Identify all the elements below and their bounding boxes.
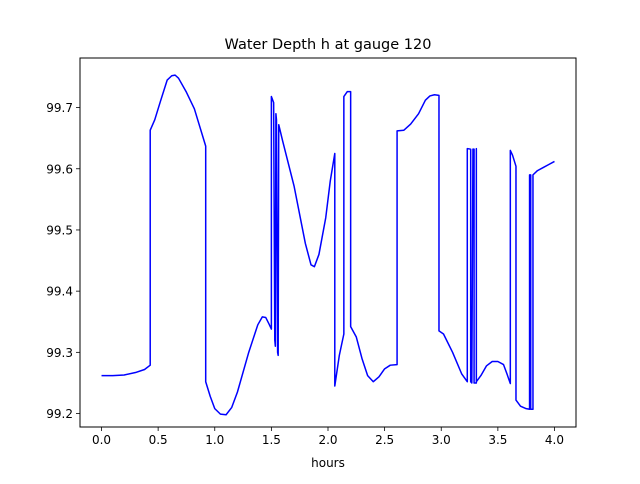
y-tick-label: 99.3 (46, 346, 73, 360)
x-tick-label: 0.0 (92, 433, 111, 447)
x-axis: 0.0 0.5 1.0 1.5 2.0 2.5 3.0 3.5 4.0 (92, 427, 564, 447)
y-tick-label: 99.6 (46, 162, 73, 176)
chart-title: Water Depth h at gauge 120 (225, 37, 432, 53)
x-tick-label: 2.0 (318, 433, 337, 447)
x-tick-label: 3.0 (432, 433, 451, 447)
x-tick-label: 3.5 (488, 433, 507, 447)
y-axis: 99.2 99.3 99.4 99.5 99.6 99.7 (46, 101, 80, 421)
x-tick-label: 2.5 (375, 433, 394, 447)
x-tick-label: 1.0 (205, 433, 224, 447)
y-tick-label: 99.5 (46, 223, 73, 237)
y-tick-label: 99.4 (46, 285, 73, 299)
x-axis-label: hours (311, 456, 345, 470)
y-tick-label: 99.7 (46, 101, 73, 115)
x-tick-label: 1.5 (262, 433, 281, 447)
plot-series (101, 74, 555, 416)
series-line-0 (101, 74, 555, 416)
plot-frame (79, 57, 577, 428)
x-tick-label: 0.5 (149, 433, 168, 447)
y-tick-label: 99.2 (46, 407, 73, 421)
x-tick-label: 4.0 (545, 433, 564, 447)
